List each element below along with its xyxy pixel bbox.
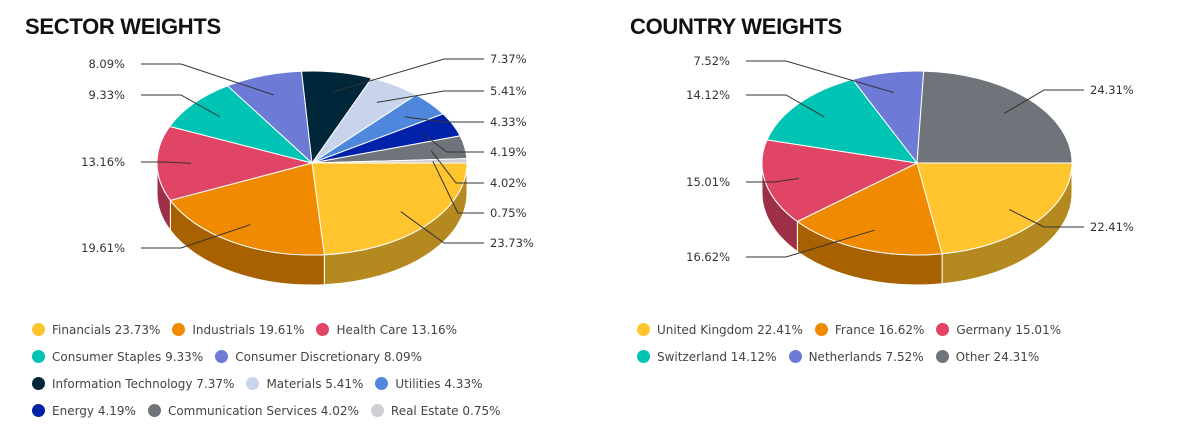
leader-line [746,177,800,183]
legend-item[interactable]: Other 24.31% [935,343,1040,370]
leader-line [1004,89,1084,114]
leader-line [746,60,894,94]
legend-marker-icon [215,350,229,363]
leader-line [141,161,192,164]
legend-item[interactable]: Materials 5.41% [246,370,363,397]
data-label: 7.37% [490,52,527,66]
leader-line [432,161,484,214]
legend-label: United Kingdom 22.41% [657,322,803,337]
data-label: 23.73% [490,236,534,250]
legend-item[interactable]: Switzerland 14.12% [637,343,777,370]
legend-item[interactable]: Financials 23.73% [32,316,160,343]
legend-marker-icon [935,350,949,363]
leader-line [1008,209,1084,228]
data-label: 8.09% [88,57,125,71]
slice-other[interactable] [916,70,1073,164]
leader-line [746,229,875,258]
legend-marker-icon [316,323,330,336]
pie-charts: 23.73% 19.61% 13.16% 9.33% 8.09% 7.37% 5.41% 4.… [81,52,1134,286]
data-label: 13.16% [81,155,125,169]
legend-label: Other 24.31% [955,349,1040,364]
legend-item[interactable]: Germany 15.01% [936,316,1061,343]
legend-item[interactable]: Netherlands 7.52% [788,343,924,370]
data-label: 4.33% [490,115,527,129]
legend-label: Information Technology 7.37% [52,376,235,391]
legend-item[interactable]: Energy 4.19% [32,397,136,424]
slice-germany[interactable] [761,139,919,223]
legend-item[interactable]: Health Care 13.16% [316,316,457,343]
legend-label: France 16.62% [834,322,925,337]
slice-health-care[interactable] [156,125,314,201]
data-label: 24.31% [1090,83,1134,97]
legend-marker-icon [32,377,45,390]
leader-line [400,211,484,244]
legend-marker-icon [147,404,161,417]
legend-label: Germany 15.01% [956,322,1062,337]
legend-label: Materials 5.41% [266,376,364,391]
leader-line [141,63,274,96]
legend-label: Real Estate 0.75% [390,403,501,418]
legend-label: Financials 23.73% [52,322,161,337]
legend-marker-icon [814,323,828,336]
leader-line [376,90,484,103]
sector-legend: Financials 23.73% Industrials 19.61% Healt… [32,316,602,424]
legend-marker-icon [32,404,45,417]
legend-marker-icon [637,323,650,336]
legend-marker-icon [246,377,260,390]
legend-item[interactable]: Real Estate 0.75% [370,397,501,424]
leader-line [141,224,251,249]
legend-marker-icon [375,377,389,390]
legend-marker-icon [788,350,802,363]
country-legend: United Kingdom 22.41% France 16.62% German… [637,316,1197,370]
data-label: 22.41% [1090,220,1134,234]
slice-real-estate[interactable] [311,158,468,164]
legend-marker-icon [32,350,45,363]
legend-item[interactable]: United Kingdom 22.41% [637,316,803,343]
country-weights-title: COUNTRY WEIGHTS [630,14,842,39]
data-label: 16.62% [686,250,730,264]
legend-item[interactable]: Utilities 4.33% [375,370,482,397]
legend-label: Communication Services 4.02% [167,403,359,418]
legend-marker-icon [370,404,384,417]
legend-label: Consumer Staples 9.33% [52,349,204,364]
legend-item[interactable]: Consumer Discretionary 8.09% [215,343,422,370]
data-label: 0.75% [490,206,527,220]
leader-line [404,116,484,123]
legend-item[interactable]: Information Technology 7.37% [32,370,234,397]
legend-marker-icon [32,323,45,336]
data-label: 7.52% [693,54,730,68]
legend-label: Industrials 19.61% [192,322,305,337]
data-label: 14.12% [686,88,730,102]
leader-line [421,132,484,153]
sector-weights-title: SECTOR WEIGHTS [25,14,221,39]
leader-line [746,94,825,118]
data-label: 4.19% [490,145,527,159]
legend-label: Consumer Discretionary 8.09% [235,349,422,364]
legend-item[interactable]: Consumer Staples 9.33% [32,343,203,370]
slice-financials[interactable] [311,162,468,256]
legend-marker-icon [637,350,650,363]
legend-label: Health Care 13.16% [336,322,458,337]
slice-switzerland[interactable] [766,78,919,164]
legend-item[interactable]: Industrials 19.61% [172,316,304,343]
legend-label: Energy 4.19% [52,403,136,418]
legend-item[interactable]: Communication Services 4.02% [147,397,359,424]
data-label: 9.33% [88,88,125,102]
legend-marker-icon [936,323,950,336]
legend-label: Utilities 4.33% [395,376,483,391]
leader-line [331,58,484,93]
leader-line [430,150,484,184]
legend-marker-icon [172,323,186,336]
slice-france[interactable] [796,162,943,256]
data-label: 19.61% [81,241,125,255]
legend-item[interactable]: France 16.62% [814,316,925,343]
data-label: 15.01% [686,175,730,189]
slice-industrials[interactable] [169,162,325,256]
leader-line [141,94,220,118]
data-label: 5.41% [490,84,527,98]
legend-label: Switzerland 14.12% [657,349,777,364]
slice-consumer-staples[interactable] [168,85,313,164]
data-label: 4.02% [490,176,527,190]
legend-label: Netherlands 7.52% [808,349,924,364]
